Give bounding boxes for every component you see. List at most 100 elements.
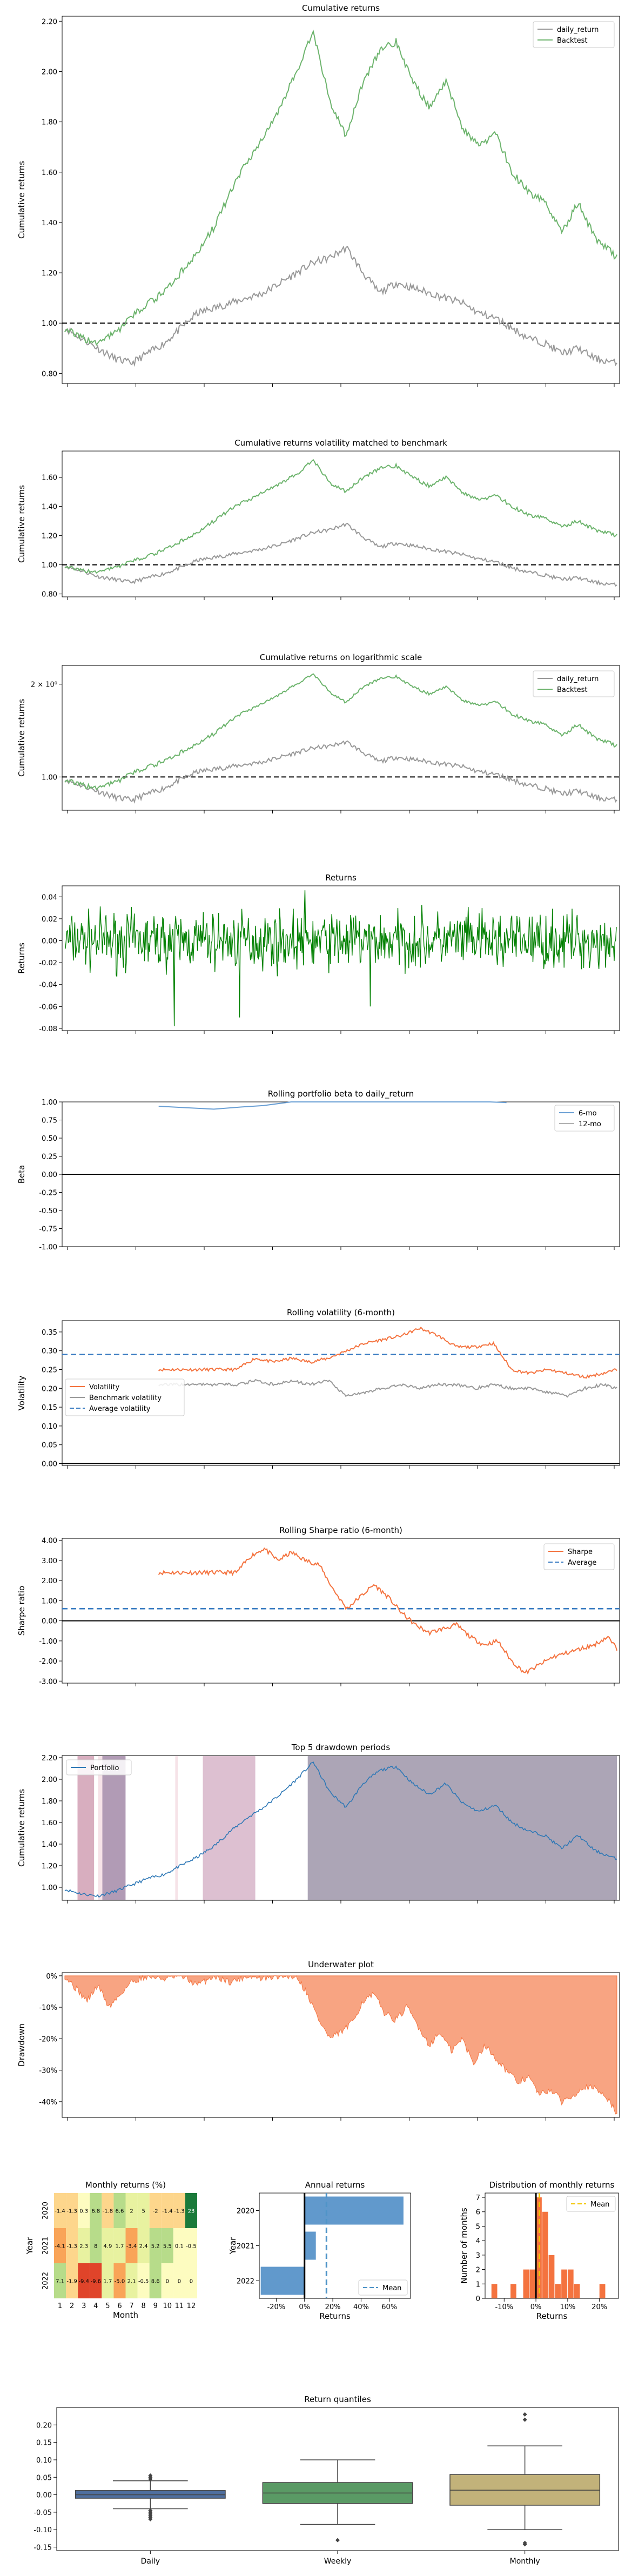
drawdown-period (77, 1756, 95, 1900)
heatmap-cell-label: 1.7 (103, 2279, 112, 2285)
plot-frame (62, 885, 620, 1031)
x-tick-label: 10% (560, 2303, 575, 2311)
heatmap-cell-label: -0.5 (138, 2279, 149, 2285)
heatmap-cell (125, 2228, 138, 2263)
y-tick-label: 7 (476, 2194, 480, 2202)
x-axis-label: Month (113, 2310, 138, 2320)
chart-title: Rolling portfolio beta to daily_return (268, 1089, 414, 1099)
histogram-bar (574, 2284, 580, 2298)
y-tick-label: 0.50 (42, 1135, 57, 1143)
heatmap-cell-label: 1.7 (116, 2244, 124, 2250)
y-tick-label: 1.00 (42, 1597, 57, 1605)
x-tick-label: 40% (353, 2303, 369, 2311)
x-tick-label: 0% (530, 2303, 542, 2311)
heatmap-cell-label: -9.6 (91, 2279, 102, 2285)
heatmap-cell-label: -0.5 (186, 2244, 197, 2250)
y-tick-label: 0.30 (42, 1348, 57, 1356)
histogram-bar (523, 2269, 529, 2298)
y-axis-label: Cumulative returns (17, 699, 26, 777)
histogram-bar (548, 2255, 555, 2298)
legend: Volatility Benchmark volatility Average vo… (65, 1378, 185, 1416)
heatmap-cell-label: -1.8 (103, 2209, 113, 2215)
heatmap-cell (66, 2263, 78, 2298)
y-tick-label: 1.80 (42, 1798, 57, 1806)
heatmap-cell-label: 2.1 (127, 2279, 136, 2285)
y-tick-label: 2.20 (42, 1754, 57, 1763)
heatmap-cell-label: -3.4 (126, 2244, 137, 2250)
y-tick-label: -0.08 (39, 1025, 57, 1033)
y-tick-label: 0.80 (42, 591, 57, 599)
heatmap-cell-label: -5.0 (115, 2279, 125, 2285)
legend-label: 12-mo (579, 1120, 601, 1128)
drawdown-period (175, 1756, 178, 1900)
box-daily: Daily (75, 2473, 226, 2566)
x-axis-label: Returns (319, 2311, 351, 2321)
y-tick-label: 0.05 (36, 2474, 52, 2482)
heatmap-cell (137, 2228, 150, 2263)
legend-label: Mean (382, 2284, 401, 2292)
chart-title: Cumulative returns on logarithmic scale (260, 653, 422, 662)
plot-frame (62, 665, 620, 811)
series-sharpe (158, 1547, 617, 1675)
heatmap-cell-label: 0 (166, 2279, 169, 2285)
heatmap-cell (173, 2263, 185, 2298)
plot-frame (62, 450, 620, 597)
series-daily_return (64, 522, 617, 587)
heatmap-cell (185, 2263, 197, 2298)
heatmap-cell-label: -1.4 (55, 2209, 65, 2215)
chart-title: Underwater plot (308, 1960, 374, 1969)
y-axis-label: Cumulative returns (17, 485, 26, 563)
chart-beta: Rolling portfolio beta to daily_return 1.… (17, 1089, 620, 1252)
y-tick-label: 0.05 (42, 1442, 57, 1450)
heatmap-col-label: 5 (105, 2302, 110, 2310)
heatmap-col-label: 1 (58, 2302, 62, 2310)
chart-title: Rolling Sharpe ratio (6-month) (279, 1525, 402, 1535)
heatmap-cell (113, 2193, 126, 2228)
y-tick-label: -0.04 (39, 981, 57, 990)
y-axis-label: Volatility (17, 1375, 26, 1410)
x-tick-label: 0% (299, 2303, 310, 2311)
legend: Portfolio (66, 1759, 132, 1775)
heatmap-cell (185, 2228, 197, 2263)
y-tick-label: 0.35 (42, 1329, 57, 1337)
heatmap-cell-label: 0.3 (79, 2209, 88, 2215)
chart-quantiles: Return quantiles 0.20 0.15 0.10 0.05 0.00 -0.0… (33, 2395, 619, 2566)
heatmap-cell (125, 2193, 138, 2228)
legend: Sharpe Average (543, 1543, 615, 1570)
legend: Mean (358, 2279, 408, 2296)
y-tick-label: 5 (476, 2223, 480, 2231)
box-weekly: Weekly (262, 2459, 413, 2566)
heatmap-cell-label: -1.3 (66, 2244, 77, 2250)
heatmap-col-label: 12 (187, 2302, 196, 2310)
heatmap-cell (90, 2263, 102, 2298)
y-axis-label: Cumulative returns (17, 161, 26, 239)
heatmap-cell (54, 2193, 66, 2228)
outlier-point (148, 2473, 153, 2478)
y-axis-label: Year (228, 2237, 238, 2255)
legend-label: Mean (590, 2201, 609, 2209)
heatmap-col-label: 11 (175, 2302, 184, 2310)
heatmap-cell (90, 2193, 102, 2228)
heatmap-cell-label: -1.3 (66, 2209, 77, 2215)
heatmap-cell (185, 2193, 197, 2228)
y-tick-label: -0.06 (39, 1003, 57, 1011)
chart-title: Cumulative returns (302, 3, 380, 13)
legend-label: Benchmark volatility (89, 1394, 162, 1402)
drawdown-period (102, 1756, 126, 1900)
heatmap-cell (113, 2228, 126, 2263)
y-tick-label: 4 (476, 2237, 480, 2245)
heatmap-cell (113, 2263, 126, 2298)
legend-label: Volatility (89, 1383, 119, 1391)
chart-title: Top 5 drawdown periods (291, 1743, 391, 1752)
heatmap-cell (149, 2193, 162, 2228)
y-tick-label: -10% (39, 2004, 57, 2012)
y-tick-label: 1.60 (42, 1819, 57, 1827)
heatmap-cell-label: -4.1 (55, 2244, 65, 2250)
heatmap-cell (125, 2263, 138, 2298)
series-daily_return (64, 245, 617, 367)
legend-label: Sharpe (568, 1548, 593, 1556)
legend-label: Average (568, 1559, 596, 1567)
heatmap-cell-label: 0 (190, 2279, 193, 2285)
legend-label: Backtest (557, 686, 588, 694)
x-axis-label: Returns (536, 2311, 568, 2321)
